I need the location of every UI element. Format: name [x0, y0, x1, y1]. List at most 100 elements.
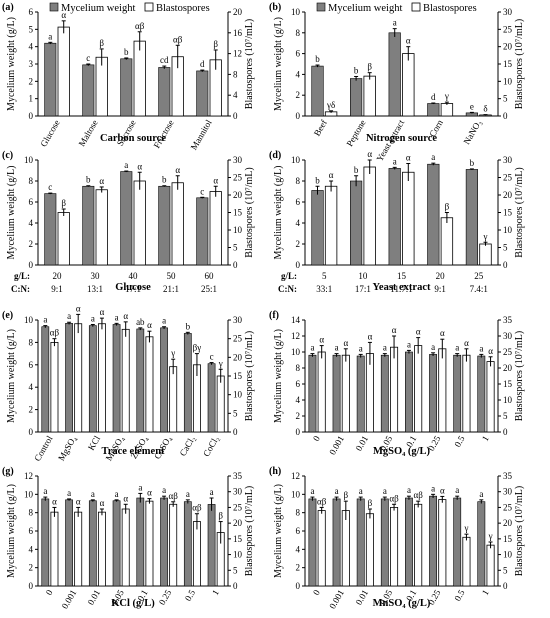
x-axis-title: Yeast extract: [372, 282, 431, 293]
bar-blastospores: [57, 212, 70, 266]
y-tick-label: 12: [24, 471, 33, 481]
significance-label: α: [147, 488, 152, 498]
significance-label: a: [162, 485, 166, 495]
row-label-value: 17:1: [125, 284, 141, 294]
y-tick-label: 10: [24, 315, 34, 325]
legend-label-mycelium: Mycelium weight: [328, 3, 402, 14]
bar-mycelium: [332, 354, 341, 433]
significance-label: α: [392, 325, 397, 335]
bar-blastospores: [121, 328, 130, 433]
legend-swatch-blastospores: [144, 2, 154, 12]
significance-label: α: [440, 328, 445, 338]
bar-blastospores: [324, 185, 338, 266]
x-tick-label: Maltose: [77, 118, 100, 148]
significance-label: b: [162, 175, 167, 185]
bar-blastospores: [479, 243, 492, 266]
y2-tick-label: 10: [503, 550, 513, 560]
bar-mycelium: [88, 325, 97, 433]
bar-mycelium: [196, 70, 209, 117]
bar-mycelium: [453, 354, 462, 433]
significance-label: a: [67, 311, 71, 321]
significance-label: αβ: [135, 21, 145, 31]
y-axis-title: Mycelium weight (g/L): [6, 17, 17, 111]
bar-blastospores: [440, 103, 454, 117]
panel-label: (d): [269, 150, 281, 161]
y-tick-label: 4: [296, 395, 301, 405]
significance-label: α: [100, 498, 105, 508]
significance-label: β: [61, 198, 66, 208]
significance-label: αβ: [169, 491, 179, 501]
y-tick-label: 2: [29, 76, 34, 86]
significance-label: c: [210, 352, 214, 362]
row-label-head: g/L:: [281, 271, 297, 281]
y-tick-label: 4: [29, 544, 34, 554]
panel-label: (h): [269, 466, 281, 477]
row-label-value: 5: [322, 271, 327, 281]
y2-axis-title: Blastospores (10⁷/mL): [244, 167, 255, 257]
bar-mycelium: [207, 504, 216, 587]
y-tick-label: 10: [291, 155, 301, 165]
x-tick-label: CoCl₂: [201, 434, 221, 458]
bar-blastospores: [145, 500, 154, 587]
significance-label: αβ: [192, 503, 202, 513]
significance-label: γ: [444, 91, 449, 101]
significance-label: b: [315, 54, 320, 64]
y-tick-label: 5: [29, 24, 34, 34]
y2-tick-label: 0: [503, 260, 508, 270]
y2-tick-label: 10: [503, 76, 513, 86]
panel-label: (c): [2, 150, 13, 161]
significance-label: α: [368, 331, 373, 341]
significance-label: α: [76, 496, 81, 506]
y-tick-label: 8: [29, 508, 34, 518]
x-tick-label: 0.5: [452, 434, 467, 449]
y2-tick-label: 0: [503, 427, 508, 437]
panel-label: (f): [269, 310, 279, 321]
bar-blastospores: [133, 180, 146, 266]
x-tick-label: 0.001: [60, 588, 79, 611]
x-tick-label: CaCl₂: [178, 434, 197, 458]
bar-mycelium: [158, 185, 171, 266]
bar-blastospores: [74, 323, 83, 433]
significance-label: a: [124, 160, 128, 170]
significance-label: δ: [483, 104, 487, 114]
x-tick-label: 0.1: [404, 588, 418, 603]
y2-tick-label: 10: [503, 225, 513, 235]
bar-blastospores: [365, 513, 374, 587]
y2-tick-label: 5: [503, 243, 508, 253]
y2-tick-label: 20: [233, 352, 243, 362]
y-tick-label: 4: [296, 218, 301, 228]
bar-blastospores: [95, 189, 108, 266]
y-tick-label: 0: [296, 111, 301, 121]
significance-label: αβ: [317, 496, 327, 506]
significance-label: c: [86, 53, 90, 63]
significance-label: a: [310, 486, 314, 496]
y2-tick-label: 20: [503, 518, 513, 528]
y2-tick-label: 25: [233, 502, 243, 512]
row-label-value: 9:1: [51, 284, 63, 294]
row-label-value: 30: [91, 271, 101, 281]
bar-mycelium: [477, 355, 486, 433]
significance-label: α: [213, 175, 218, 185]
significance-label: γ: [482, 231, 487, 241]
y2-tick-label: 15: [503, 208, 513, 218]
y2-tick-label: 15: [233, 371, 243, 381]
significance-label: c: [48, 182, 52, 192]
y-tick-label: 8: [29, 337, 34, 347]
bar-mycelium: [112, 500, 121, 587]
significance-label: α: [137, 161, 142, 171]
bar-mycelium: [350, 180, 363, 266]
bar-blastospores: [486, 544, 495, 587]
bar-mycelium: [332, 498, 341, 587]
panel-label: (g): [2, 466, 14, 477]
significance-label: βγ: [193, 343, 202, 353]
y-tick-label: 2: [29, 405, 34, 415]
bar-blastospores: [171, 182, 184, 266]
y2-tick-label: 25: [503, 24, 513, 34]
bar-blastospores: [341, 510, 350, 587]
bar-mycelium: [136, 328, 145, 433]
x-axis-title: KCl (g/L): [111, 598, 155, 609]
row-label-value: 25: [474, 271, 484, 281]
bar-mycelium: [44, 193, 57, 266]
x-tick-label: 1: [480, 588, 491, 597]
